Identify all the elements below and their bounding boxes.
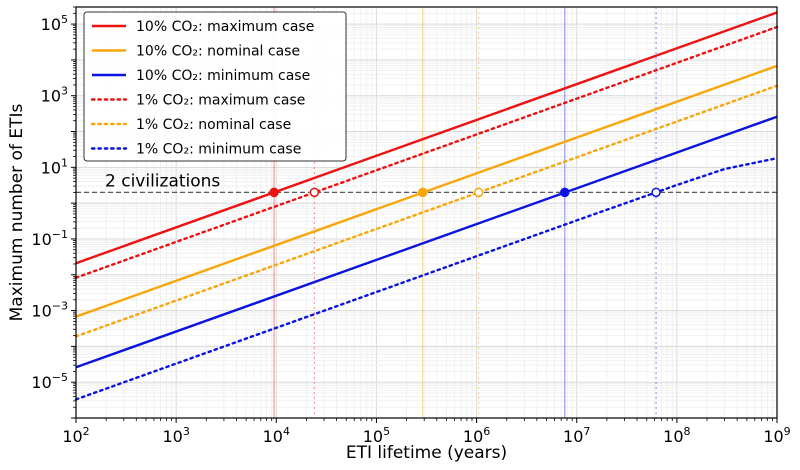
- x-tick-label: 104: [263, 425, 290, 446]
- legend-label: 1% CO₂: maximum case: [136, 93, 305, 109]
- legend-label: 1% CO₂: minimum case: [136, 142, 301, 158]
- x-tick-label: 106: [463, 425, 490, 446]
- legend: 10% CO₂: maximum case 10% CO₂: nominal ca…: [83, 11, 347, 162]
- crossing-marker: [269, 187, 279, 198]
- x-axis-label: ETI lifetime (years): [346, 443, 507, 463]
- y-tick-label: 101: [41, 156, 68, 177]
- x-tick-label: 103: [162, 425, 189, 446]
- reference-line-label: 2 civilizations: [105, 171, 220, 191]
- x-tick-label: 102: [62, 425, 89, 446]
- crossing-marker: [560, 187, 570, 198]
- series-line: [74, 156, 779, 401]
- crossing-marker: [651, 187, 661, 198]
- plot-frame: [75, 6, 778, 419]
- crossing-marker: [309, 187, 320, 198]
- y-tick-label: 10−3: [31, 300, 68, 321]
- x-tick-label: 109: [763, 425, 790, 446]
- crossing-markers: [269, 187, 661, 198]
- y-tick-label: 105: [41, 13, 68, 34]
- series-line: [75, 115, 778, 369]
- x-tick-label: 108: [663, 425, 690, 446]
- y-axis-label: Maximum number of ETIs: [7, 104, 27, 322]
- grid: [75, 6, 777, 419]
- legend-label: 10% CO₂: maximum case: [136, 19, 314, 35]
- legend-box: [83, 11, 347, 162]
- legend-label: 1% CO₂: nominal case: [136, 117, 291, 133]
- series-line: [75, 11, 778, 265]
- y-axis-ticks: 10−5 10−3 10−1 101 103 105: [31, 6, 76, 419]
- crossing-marker: [473, 187, 484, 198]
- legend-label: 10% CO₂: minimum case: [136, 68, 310, 84]
- series-line: [74, 25, 779, 279]
- y-tick-label: 10−1: [31, 228, 68, 249]
- x-axis-ticks: 102 103 104 105 106 107 108 109: [62, 418, 791, 446]
- x-tick-label: 107: [563, 425, 590, 446]
- crossing-marker: [417, 187, 428, 198]
- y-tick-label: 10−5: [31, 371, 68, 392]
- x-tick-label: 105: [363, 425, 390, 446]
- y-tick-label: 103: [41, 85, 68, 106]
- series-line: [74, 84, 779, 338]
- legend-label: 10% CO₂: nominal case: [136, 44, 300, 60]
